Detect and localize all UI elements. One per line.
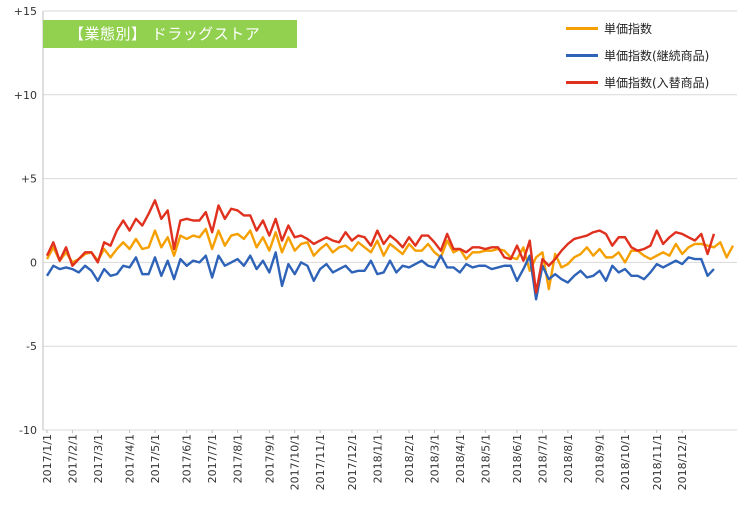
x-tick-label: 2017/8/1 — [232, 434, 245, 483]
legend-item: 単価指数 — [566, 18, 652, 38]
y-tick-label: +15 — [14, 5, 37, 18]
series-line-2 — [45, 251, 715, 301]
legend: 単価指数単価指数(継続商品) 単価指数(入替商品) — [566, 14, 736, 96]
x-tick-label: 2017/9/1 — [263, 434, 276, 483]
x-tick-label: 2018/6/1 — [511, 434, 524, 483]
x-tick-label: 2017/2/1 — [66, 434, 79, 483]
legend-item: 単価指数(入替商品) — [566, 72, 709, 92]
x-tick-label: 2018/11/1 — [651, 434, 664, 490]
x-tick-label: 2018/5/1 — [479, 434, 492, 483]
x-tick-label: 2018/2/1 — [403, 434, 416, 483]
series-line-3 — [45, 199, 716, 294]
y-tick-label: -10 — [19, 424, 37, 437]
y-tick-label: -5 — [26, 340, 37, 353]
y-tick-label: +5 — [21, 173, 37, 186]
x-tick-label: 2017/11/1 — [314, 434, 327, 490]
x-tick-label: 2018/1/1 — [371, 434, 384, 483]
x-tick-label: 2018/4/1 — [454, 434, 467, 483]
x-tick-label: 2018/3/1 — [428, 434, 441, 483]
legend-swatch — [566, 80, 598, 84]
legend-item: 単価指数(継続商品) — [566, 45, 709, 65]
legend-label: 単価指数 — [604, 21, 653, 36]
legend-label: 単価指数(継続商品) — [604, 48, 710, 63]
y-tick-label: 0 — [30, 256, 37, 269]
x-tick-label: 2018/8/1 — [562, 434, 575, 483]
legend-swatch — [566, 53, 598, 57]
x-tick-label: 2017/10/1 — [289, 434, 302, 490]
x-tick-label: 2017/6/1 — [181, 434, 194, 483]
legend-label: 単価指数(入替商品) — [604, 75, 710, 90]
x-tick-label: 2017/3/1 — [92, 434, 105, 483]
x-tick-label: 2018/9/1 — [594, 434, 607, 483]
x-tick-label: 2018/7/1 — [536, 434, 549, 483]
y-tick-label: +10 — [14, 89, 37, 102]
chart-title: 【業態別】 ドラッグストア — [43, 20, 297, 48]
x-tick-label: 2017/5/1 — [149, 434, 162, 483]
x-tick-label: 2018/12/1 — [676, 434, 689, 490]
x-tick-label: 2017/4/1 — [124, 434, 137, 483]
series-line-1 — [45, 227, 735, 291]
x-tick-label: 2017/1/1 — [41, 434, 54, 483]
x-tick-label: 2017/12/1 — [346, 434, 359, 490]
legend-swatch — [566, 26, 598, 30]
x-tick-label: 2017/7/1 — [206, 434, 219, 483]
x-tick-label: 2018/10/1 — [619, 434, 632, 490]
